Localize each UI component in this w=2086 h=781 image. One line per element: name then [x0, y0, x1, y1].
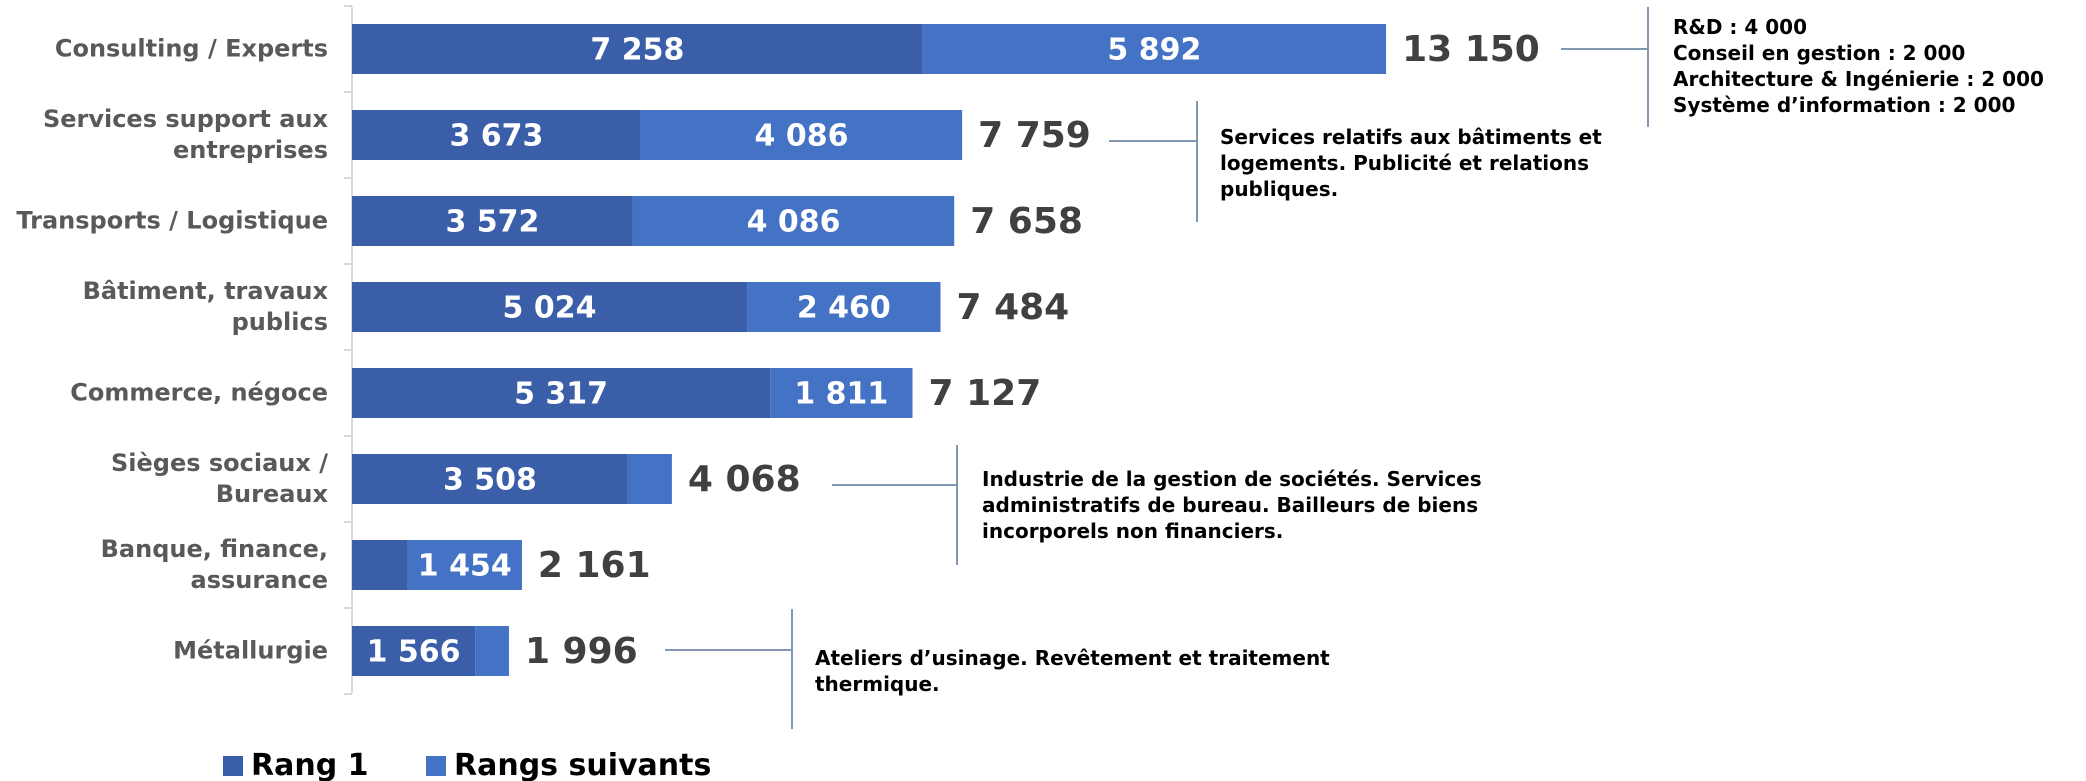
- bar-segment: [352, 282, 748, 332]
- annotation-line: Conseil en gestion : 2 000: [1673, 41, 1966, 65]
- data-label: 5 892: [1107, 33, 1201, 68]
- bar-segment: [632, 196, 955, 246]
- data-label: 1 811: [794, 377, 888, 412]
- category-label: Banque, finance, assurance: [100, 535, 328, 594]
- category-label: Bâtiment, travaux publics: [82, 277, 328, 336]
- total-label: 13 150: [1402, 29, 1540, 70]
- annotation-line: R&D : 4 000: [1673, 15, 1807, 39]
- data-label: 3 572: [445, 205, 539, 240]
- data-label: 3 673: [449, 119, 543, 154]
- total-label: 7 484: [957, 287, 1070, 328]
- total-label: 2 161: [538, 545, 651, 586]
- total-label: 4 068: [688, 459, 801, 500]
- bar-segment: [475, 626, 509, 676]
- annotation: R&D : 4 000 Conseil en gestion : 2 000 Arc…: [1673, 14, 2086, 118]
- total-label: 1 996: [525, 631, 638, 672]
- bar-segment: [627, 454, 672, 504]
- legend-swatch: [426, 755, 446, 776]
- data-label: 5 024: [503, 291, 597, 326]
- bar-segment: [407, 540, 522, 590]
- legend-label: Rang 1: [251, 748, 369, 781]
- data-label: 1 566: [367, 635, 461, 670]
- bar-segment: [352, 110, 641, 160]
- total-label: 7 127: [929, 373, 1042, 414]
- legend-swatch: [223, 755, 243, 776]
- legend-item: Rangs suivants: [426, 748, 711, 781]
- bar-segment: [640, 110, 963, 160]
- data-label: 3 508: [443, 463, 537, 498]
- annotation-line: Système d’information : 2 000: [1673, 93, 2016, 117]
- bar-segment: [352, 196, 633, 246]
- annotation: Industrie de la gestion de sociétés. Ser…: [982, 467, 1482, 543]
- data-label: 4 086: [755, 119, 849, 154]
- bar-segment: [352, 540, 408, 590]
- bar-segment: [922, 24, 1387, 74]
- annotation: Ateliers d’usinage. Revêtement et traite…: [815, 646, 1330, 696]
- data-label: 1 454: [418, 549, 512, 584]
- category-label: Services support aux entreprises: [42, 105, 328, 164]
- data-label: 2 460: [797, 291, 891, 326]
- category-label: Transports / Logistique: [16, 206, 328, 235]
- data-label: 5 317: [514, 377, 608, 412]
- total-label: 7 658: [970, 201, 1083, 242]
- legend-label: Rangs suivants: [454, 748, 712, 781]
- legend-item: Rang 1: [223, 748, 369, 781]
- total-label: 7 759: [978, 115, 1091, 156]
- data-label: 7 258: [590, 33, 684, 68]
- bar-segment: [352, 454, 628, 504]
- bar-segment: [352, 368, 771, 418]
- category-label: Métallurgie: [173, 636, 328, 665]
- category-label: Commerce, négoce: [70, 378, 328, 407]
- bar-segment: [352, 626, 476, 676]
- bar-segment: [770, 368, 913, 418]
- bar-segment: [747, 282, 941, 332]
- annotation: Services relatifs aux bâtiments et logem…: [1220, 125, 1602, 201]
- category-label: Consulting / Experts: [54, 34, 328, 63]
- data-label: 4 086: [747, 205, 841, 240]
- bar-segment: [352, 24, 923, 74]
- category-label: Sièges sociaux / Bureaux: [111, 449, 328, 508]
- annotation-line: Architecture & Ingénierie : 2 000: [1673, 67, 2044, 91]
